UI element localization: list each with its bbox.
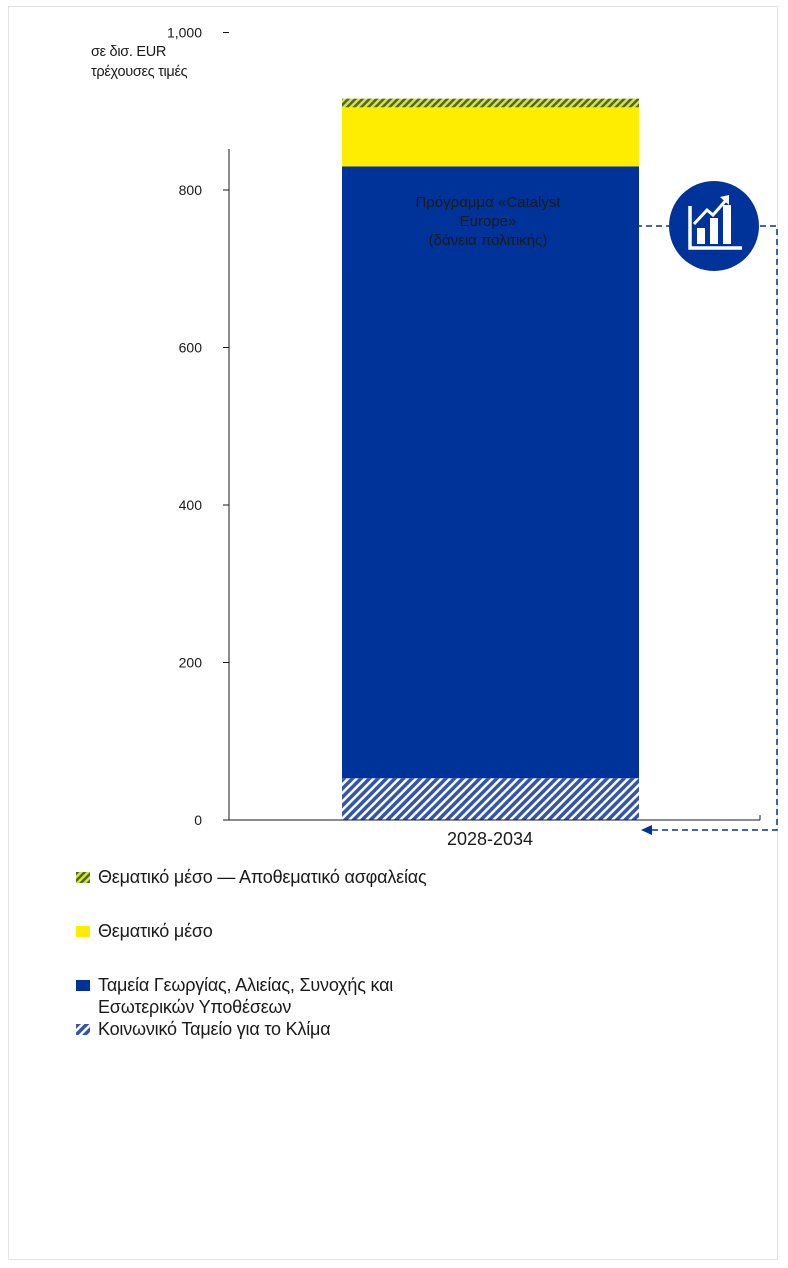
y-tick-label: 1,000 (167, 25, 202, 41)
axes: 0 200 400 600 800 1,000 (167, 25, 761, 828)
y-tick-label: 800 (179, 182, 203, 198)
chart-growth-icon (669, 181, 759, 271)
callout-connector-path (650, 225, 778, 831)
legend-swatch-yellow (76, 926, 90, 937)
legend-swatch-blue (76, 980, 90, 991)
bar-segment-2 (342, 166, 639, 779)
legend-label: Θεματικό μέσο (98, 921, 213, 941)
legend-swatch-hatch-olive (76, 872, 90, 883)
unit-label: σε δισ. EUR τρέχουσες τιμές (91, 42, 188, 82)
bar-stack (342, 98, 639, 820)
legend-label: Θεματικό μέσο — Αποθεματικό ασφαλείας (98, 867, 427, 887)
callout-line1: Πρόγραμμα «Catalyst (415, 194, 561, 211)
arrow-head-icon (641, 825, 652, 835)
unit-label-line2: τρέχουσες τιμές (91, 64, 188, 80)
x-tick-label: 2028-2034 (446, 829, 534, 849)
legend-label-line2: Εσωτερικών Υποθέσεων (98, 997, 292, 1017)
y-tick-label: 600 (179, 340, 203, 356)
legend-label: Κοινωνικό Ταμείο για το Κλίμα (98, 1019, 331, 1039)
callout-connector (342, 167, 778, 835)
y-tick-label: 400 (179, 497, 203, 513)
y-tick-label: 200 (179, 655, 203, 671)
bar-segment-4 (342, 98, 639, 108)
callout-line2: Europe» (459, 213, 517, 230)
unit-label-line1: σε δισ. EUR (91, 44, 167, 60)
legend-label: Ταμεία Γεωργίας, Αλιείας, Συνοχής και (98, 975, 394, 995)
legend-swatch-hatch-blue (76, 1024, 90, 1035)
callout-line3: (δάνεια πολιτικής) (428, 232, 548, 249)
y-tick-label: 0 (194, 812, 202, 828)
bar-segment-1 (342, 778, 639, 820)
callout-box (342, 167, 635, 285)
bar-segment-3 (342, 107, 639, 167)
callout-text: Πρόγραμμα «Catalyst Europe» (δάνεια πολι… (343, 193, 633, 250)
